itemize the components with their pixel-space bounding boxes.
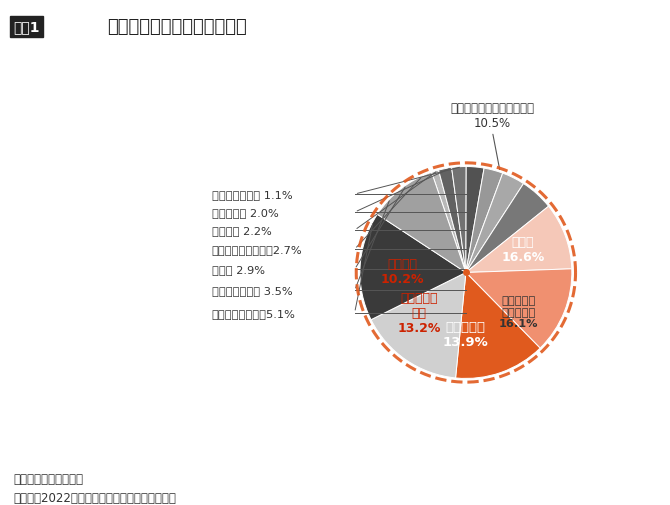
Wedge shape	[431, 171, 466, 273]
Text: その他・わからない・不詳
10.5%: その他・わからない・不詳 10.5%	[450, 102, 535, 130]
Wedge shape	[439, 168, 466, 273]
Wedge shape	[466, 269, 572, 348]
Text: 高齢による
衰弱
13.2%: 高齢による 衰弱 13.2%	[397, 291, 441, 334]
Text: パーキンソン病 3.5%: パーキンソン病 3.5%	[212, 286, 292, 296]
Text: 注：要支援者を含む。: 注：要支援者を含む。	[13, 472, 83, 485]
Text: 脊髄損傷 2.2%: 脊髄損傷 2.2%	[212, 226, 271, 236]
Text: 骨折・転倒
13.9%: 骨折・転倒 13.9%	[442, 320, 488, 348]
Text: 図表1: 図表1	[13, 20, 40, 34]
Text: 介護が必要になった主な原因: 介護が必要になった主な原因	[107, 18, 247, 36]
Wedge shape	[466, 207, 572, 273]
Text: 糖尿病 2.9%: 糖尿病 2.9%	[212, 265, 265, 275]
Text: 脳血管疾患
（脳卒中）
16.1%: 脳血管疾患 （脳卒中） 16.1%	[499, 295, 539, 329]
Text: 悪性新生物（がん）2.7%: 悪性新生物（がん）2.7%	[212, 245, 302, 255]
Wedge shape	[466, 174, 523, 273]
Wedge shape	[466, 184, 549, 273]
Wedge shape	[360, 215, 466, 320]
Wedge shape	[371, 273, 466, 378]
Wedge shape	[466, 169, 502, 273]
Wedge shape	[456, 273, 540, 379]
Text: 認知症
16.6%: 認知症 16.6%	[501, 236, 544, 264]
Text: 視覚・聴覚障害 1.1%: 視覚・聴覚障害 1.1%	[212, 190, 292, 199]
Wedge shape	[377, 173, 466, 273]
Text: 呼吸器疾患 2.0%: 呼吸器疾患 2.0%	[212, 208, 278, 218]
Wedge shape	[452, 167, 466, 273]
Wedge shape	[466, 167, 484, 273]
Text: 関節疾患
10.2%: 関節疾患 10.2%	[381, 258, 424, 285]
Text: 心疾患（心臓病）5.1%: 心疾患（心臓病）5.1%	[212, 308, 295, 318]
Text: ［出典］2022年国民生活基礎調査：厚生労働省: ［出典］2022年国民生活基礎調査：厚生労働省	[13, 491, 176, 504]
